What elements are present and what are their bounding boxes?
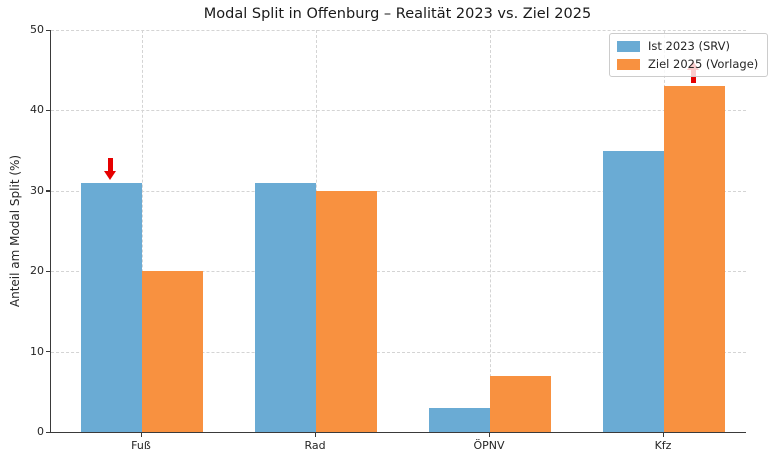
y-tick-label-10: 10	[30, 344, 44, 358]
x-tick-label-oepnv: ÖPNV	[473, 439, 505, 452]
legend: Ist 2023 (SRV) Ziel 2025 (Vorlage)	[609, 33, 768, 77]
y-tick-label-40: 40	[30, 103, 44, 117]
y-tick-label-0: 0	[37, 425, 44, 438]
bar-ist-oepnv	[429, 407, 490, 432]
bar-ziel-kfz	[664, 86, 725, 432]
bar-ziel-fuss	[142, 271, 203, 432]
bar-ist-kfz	[603, 150, 664, 432]
gridline-x-fuss	[142, 30, 143, 432]
decrease-arrow-icon	[104, 157, 117, 180]
y-tick-10	[46, 351, 50, 353]
y-tick-label-50: 50	[30, 23, 44, 36]
y-tick-20	[46, 270, 50, 272]
legend-item-ziel-2025: Ziel 2025 (Vorlage)	[617, 57, 758, 71]
chart-title: Modal Split in Offenburg – Realität 2023…	[203, 6, 592, 22]
bar-ist-fuss	[81, 182, 142, 432]
legend-swatch-ziel-2025	[617, 58, 640, 70]
gridline-y-20	[51, 271, 746, 273]
y-tick-label-20: 20	[30, 264, 44, 278]
legend-label-ziel-2025: Ziel 2025 (Vorlage)	[648, 57, 759, 71]
gridline-y-40	[51, 110, 746, 112]
x-tick-label-rad: Rad	[304, 439, 326, 452]
x-tick-rad	[314, 433, 316, 437]
arrow-stem	[108, 157, 113, 171]
y-tick-50	[46, 29, 50, 31]
arrow-head	[104, 170, 116, 180]
y-axis-label: Anteil am Modal Split (%)	[8, 154, 22, 308]
y-tick-0	[46, 431, 50, 433]
gridline-x-oepnv	[490, 30, 491, 432]
plot-area	[50, 30, 746, 433]
legend-label-ist-2023: Ist 2023 (SRV)	[648, 39, 730, 53]
x-tick-label-fuss: Fuß	[131, 439, 151, 452]
gridline-y-30	[51, 190, 746, 192]
x-tick-fuss	[140, 433, 142, 437]
y-tick-30	[46, 190, 50, 192]
x-tick-label-kfz: Kfz	[654, 439, 672, 452]
x-tick-kfz	[662, 433, 664, 437]
bar-ziel-rad	[316, 190, 377, 432]
y-tick-label-30: 30	[30, 183, 44, 197]
bar-ist-rad	[255, 182, 316, 432]
legend-item-ist-2023: Ist 2023 (SRV)	[617, 39, 758, 53]
x-tick-oepnv	[488, 433, 490, 437]
gridline-y-50	[51, 30, 746, 31]
y-tick-40	[46, 109, 50, 112]
bar-ziel-oepnv	[490, 375, 551, 432]
legend-swatch-ist-2023	[617, 40, 640, 52]
gridline-y-10	[51, 351, 746, 353]
